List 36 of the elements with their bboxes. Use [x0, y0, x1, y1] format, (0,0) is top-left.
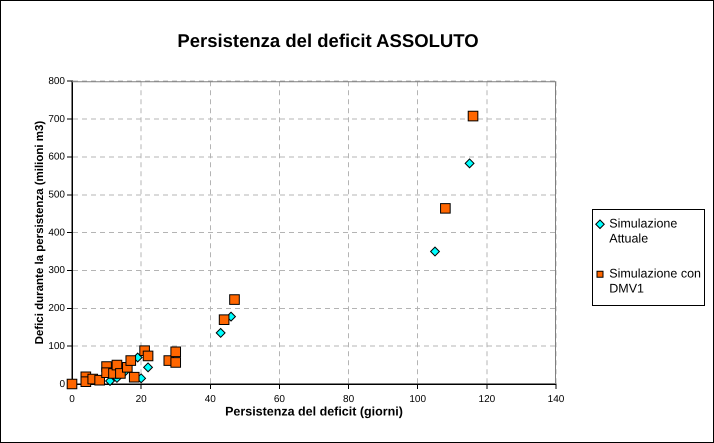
point [468, 110, 478, 122]
y-tick-label: 0 [59, 378, 66, 390]
legend-label: Simulazione con DMV1 [609, 266, 702, 296]
x-tick-label: 80 [343, 394, 355, 405]
point [143, 362, 153, 372]
point [125, 355, 136, 366]
point [430, 246, 440, 256]
y-tick-label: 600 [48, 152, 66, 163]
point [218, 314, 230, 325]
y-tick-label: 200 [48, 303, 66, 314]
y-tick-label: 400 [48, 227, 66, 238]
x-tick-label: 120 [478, 394, 496, 405]
point [142, 350, 154, 362]
x-tick-label: 60 [274, 394, 286, 405]
x-tick-label: 20 [136, 394, 148, 405]
x-tick-label: 100 [409, 394, 426, 405]
x-tick-label: 140 [548, 394, 565, 405]
point [440, 203, 451, 214]
point [216, 328, 226, 338]
y-tick-label: 800 [48, 76, 66, 87]
y-tick-label: 700 [48, 114, 66, 125]
point [170, 346, 182, 358]
y-tick-label: 100 [48, 340, 66, 352]
point [66, 378, 78, 390]
point [464, 158, 474, 168]
y-tick-label: 500 [48, 190, 66, 200]
y-tick-label: 300 [48, 265, 66, 276]
x-axis-title: Persistenza del deficit (giorni) [225, 404, 403, 418]
x-tick-label: 40 [204, 394, 216, 405]
point [128, 372, 140, 382]
y-axis-title: Defici durante la persistenza (milioni m3) [34, 120, 46, 344]
point [170, 357, 182, 368]
x-tick-label: 0 [69, 394, 76, 405]
point [229, 294, 240, 305]
chart-title: Persistenza del deficit ASSOLUTO [177, 30, 479, 52]
legend-label: Simulazione Attuale [609, 216, 678, 246]
